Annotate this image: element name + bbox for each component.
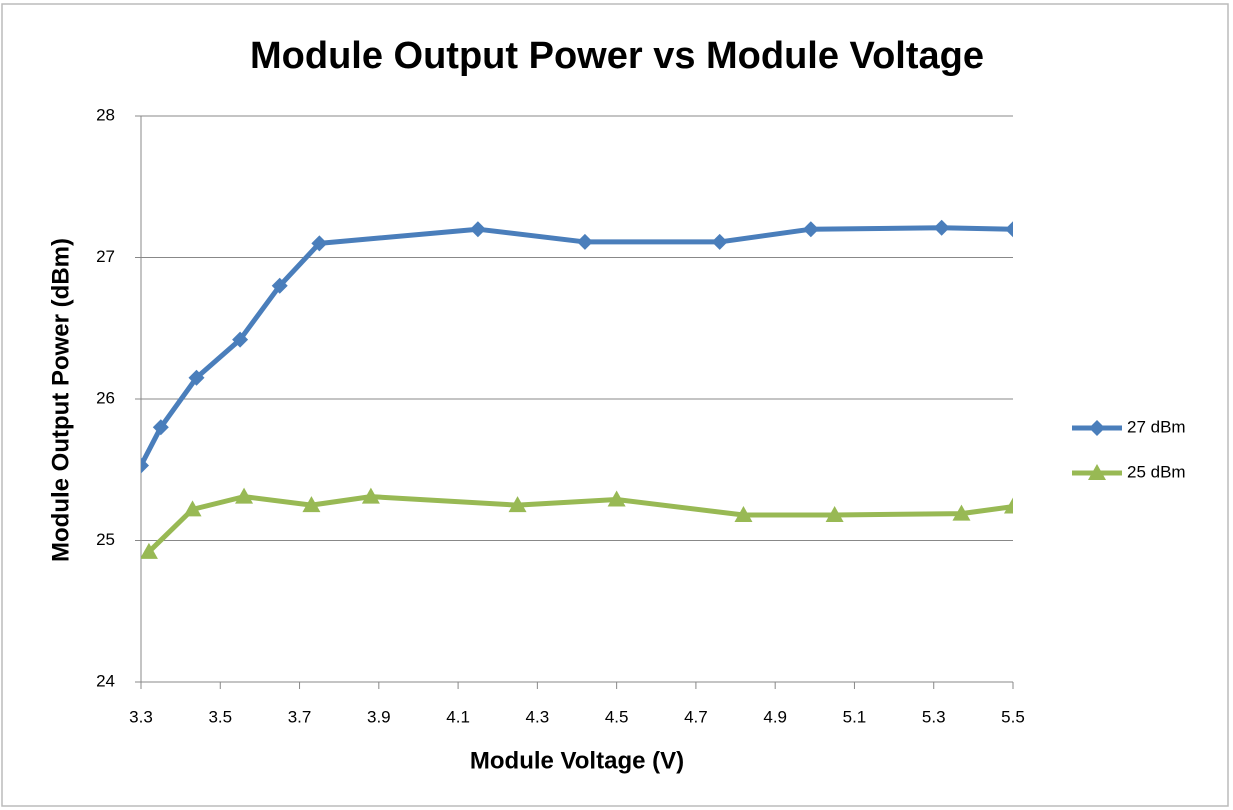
x-tick-label: 3.3: [129, 707, 153, 726]
plot-area: [141, 219, 1013, 559]
marker: [271, 277, 288, 294]
x-axis-label: Module Voltage (V): [470, 747, 684, 774]
marker: [141, 542, 158, 559]
x-tick-label: 4.7: [684, 707, 708, 726]
x-tick-label: 3.5: [208, 707, 232, 726]
x-tick-label: 4.5: [605, 707, 629, 726]
x-tick-label: 3.7: [288, 707, 312, 726]
marker: [232, 331, 249, 348]
marker: [933, 219, 950, 236]
marker: [183, 500, 202, 517]
marker: [1005, 221, 1013, 238]
x-tick-label: 5.5: [1001, 707, 1025, 726]
y-tick-label: 27: [96, 247, 115, 266]
marker: [802, 221, 819, 238]
marker: [607, 490, 626, 507]
marker: [1088, 464, 1106, 480]
x-tick-label: 4.3: [526, 707, 550, 726]
marker: [469, 221, 486, 238]
chart-title: Module Output Power vs Module Voltage: [250, 35, 984, 77]
chart-border: [1, 3, 1229, 807]
marker: [734, 506, 753, 523]
x-tick-label: 5.1: [843, 707, 867, 726]
legend-label: 25 dBm: [1127, 462, 1186, 481]
marker: [361, 487, 380, 504]
y-axis-label: Module Output Power (dBm): [47, 238, 74, 562]
marker: [152, 419, 169, 436]
marker: [1004, 497, 1013, 514]
y-tick-label: 28: [96, 105, 115, 124]
marker: [711, 233, 728, 250]
marker: [188, 369, 205, 386]
marker: [141, 457, 149, 474]
marker: [311, 235, 328, 252]
y-tick-label: 24: [96, 671, 115, 690]
marker: [508, 496, 527, 513]
y-tick-label: 26: [96, 388, 115, 407]
marker: [825, 506, 844, 523]
marker: [235, 487, 254, 504]
marker: [1089, 420, 1105, 436]
x-tick-label: 3.9: [367, 707, 391, 726]
x-tick-label: 4.1: [446, 707, 470, 726]
y-tick-label: 25: [96, 530, 115, 549]
x-tick-label: 4.9: [763, 707, 787, 726]
marker: [576, 233, 593, 250]
marker: [952, 504, 971, 521]
series-line: [141, 225, 1013, 467]
x-tick-label: 5.3: [922, 707, 946, 726]
marker: [302, 496, 321, 513]
legend-label: 27 dBm: [1127, 417, 1186, 436]
